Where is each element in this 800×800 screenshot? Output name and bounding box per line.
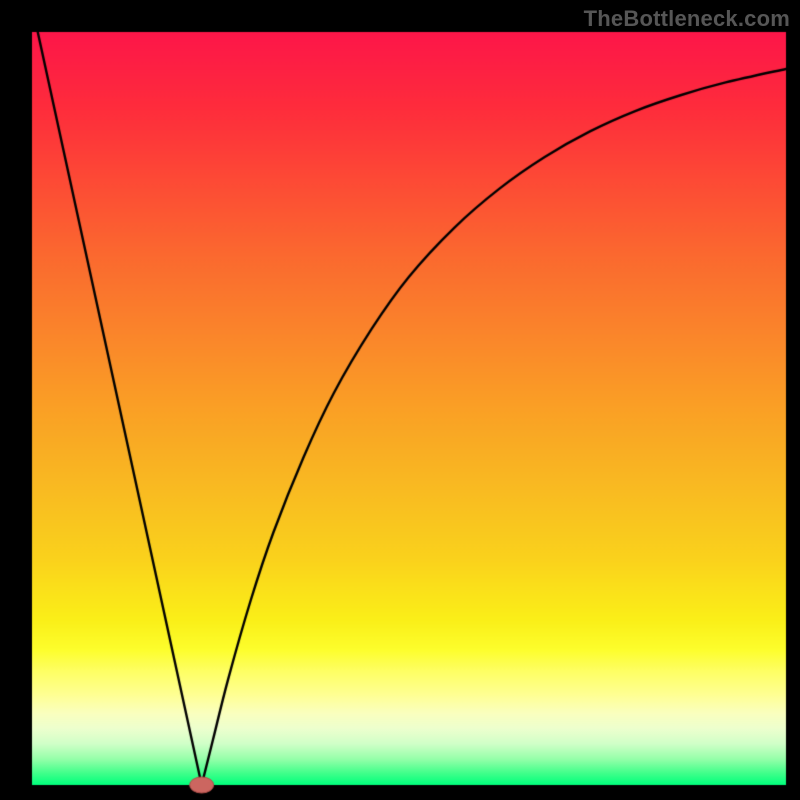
chart-canvas [0, 0, 800, 800]
bottleneck-chart: TheBottleneck.com [0, 0, 800, 800]
watermark-text: TheBottleneck.com [584, 6, 790, 32]
